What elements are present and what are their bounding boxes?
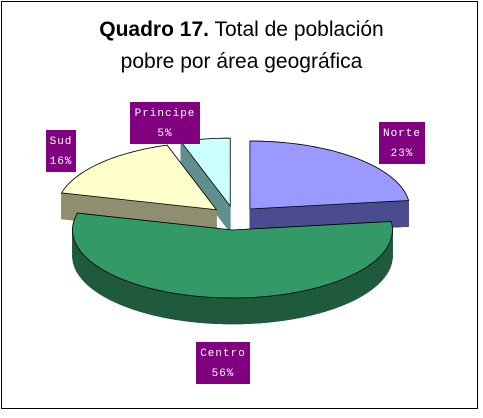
slice-side	[361, 267, 366, 297]
slice-side	[166, 291, 174, 320]
slice-side	[89, 260, 94, 290]
slice-side	[149, 287, 156, 316]
slice-side	[374, 257, 378, 288]
data-label-box	[379, 122, 425, 164]
slice-side	[110, 273, 116, 303]
slice-side	[172, 292, 180, 321]
slice-side	[314, 286, 321, 315]
slice-side	[371, 260, 376, 291]
slice-side	[260, 296, 268, 324]
slice-side	[379, 252, 383, 283]
slice-side	[155, 289, 162, 318]
value-label: 16%	[50, 156, 73, 168]
slice-side	[319, 285, 326, 314]
slice-side	[339, 278, 345, 307]
slice-side	[334, 279, 341, 309]
slice-side	[99, 267, 104, 297]
chart-title: Total de población pobre por área geográ…	[120, 18, 384, 73]
slice-side	[106, 271, 112, 301]
category-label: Principe	[135, 108, 196, 120]
slice-top	[60, 144, 218, 211]
chart-title-block: Quadro 17. Total de población pobre por …	[0, 14, 483, 78]
category-label: Norte	[383, 128, 421, 140]
slice-side	[92, 262, 97, 293]
slice-side	[119, 277, 125, 307]
slice-side	[128, 281, 135, 311]
slice-top	[72, 212, 393, 299]
slice-side	[160, 290, 168, 319]
slice-side	[353, 271, 358, 301]
slice	[72, 211, 393, 325]
slice-side	[357, 269, 362, 299]
value-label: 5%	[157, 128, 172, 140]
title-label: Quadro 17.	[99, 18, 209, 41]
slice-side	[86, 257, 91, 288]
slice-side	[102, 269, 108, 299]
slice-side	[215, 297, 223, 325]
data-label-box	[130, 102, 200, 144]
value-label: 23%	[391, 148, 414, 160]
slice-side	[138, 284, 145, 314]
slice-side	[79, 249, 83, 281]
value-label: 56%	[212, 368, 235, 380]
slice-side	[222, 297, 230, 325]
slice-side	[196, 295, 204, 324]
slice-side	[382, 250, 385, 281]
slice-side	[133, 283, 140, 312]
slice-side	[81, 252, 85, 283]
slice-side	[184, 294, 192, 322]
data-label-box	[46, 130, 76, 172]
slice-side	[329, 281, 336, 311]
slice-side	[344, 276, 350, 305]
slice-side	[377, 255, 381, 286]
slice-side	[296, 290, 304, 319]
slice-side	[291, 291, 298, 320]
slice-side	[308, 288, 315, 317]
slice-top	[249, 140, 410, 210]
slice-side	[348, 274, 354, 303]
slice-side	[203, 296, 211, 324]
slice-side	[266, 295, 274, 323]
slice-side	[234, 297, 242, 325]
slice-side	[84, 255, 88, 285]
data-label-box	[196, 342, 250, 384]
slice-side	[285, 292, 292, 321]
slice-side	[302, 289, 310, 318]
chart-border	[1, 1, 478, 409]
slice-side	[364, 265, 369, 295]
slice-side	[114, 275, 120, 305]
slice-side	[124, 279, 130, 309]
slice-side	[209, 296, 217, 324]
category-label: Centro	[200, 348, 246, 360]
slice-side	[368, 262, 373, 293]
slice-side	[190, 295, 198, 323]
slice-side	[324, 283, 331, 312]
slice-side	[279, 293, 286, 322]
slice-side	[178, 293, 186, 322]
slice-side	[241, 297, 249, 325]
category-label: Sud	[50, 136, 73, 148]
slice-side	[144, 286, 151, 315]
slice-side	[228, 297, 236, 325]
slice-side	[95, 264, 100, 295]
slice-side	[254, 296, 261, 324]
slice-side	[247, 297, 255, 324]
slice-side	[272, 294, 280, 323]
